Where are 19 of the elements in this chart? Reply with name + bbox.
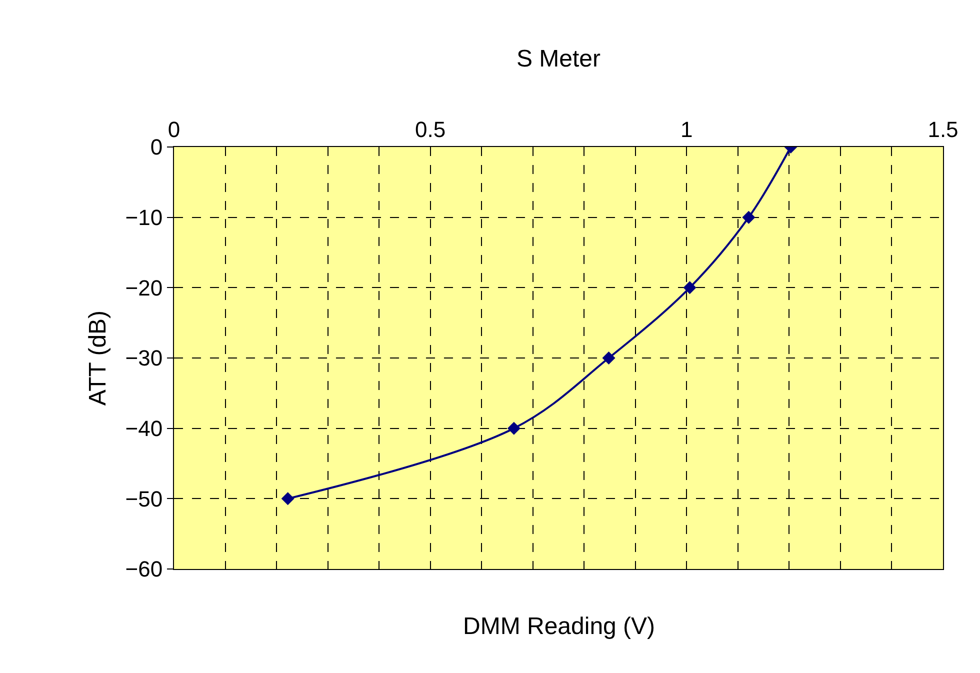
x-tick-label: 0.5 xyxy=(415,117,446,142)
x-tick-label: 1 xyxy=(680,117,693,142)
point xyxy=(281,492,294,506)
y-axis-title: ATT (dB) xyxy=(84,310,112,406)
point xyxy=(683,281,696,294)
y-tick-label: −20 xyxy=(125,275,163,300)
x-tick-label: 1.5 xyxy=(928,117,958,142)
y-tick-label: −10 xyxy=(125,205,163,230)
chart-title: S Meter xyxy=(516,45,601,72)
y-tick-label: −60 xyxy=(125,556,163,582)
y-tick-label: 0 xyxy=(150,134,163,160)
x-axis-title: DMM Reading (V) xyxy=(463,613,656,640)
y-tick-label: −40 xyxy=(125,416,163,442)
point xyxy=(742,210,756,224)
point xyxy=(602,352,616,364)
point xyxy=(507,422,520,435)
y-tick-label: −30 xyxy=(125,346,163,371)
x-tick-label: 0 xyxy=(168,117,180,142)
y-tick-label: −50 xyxy=(125,486,163,512)
